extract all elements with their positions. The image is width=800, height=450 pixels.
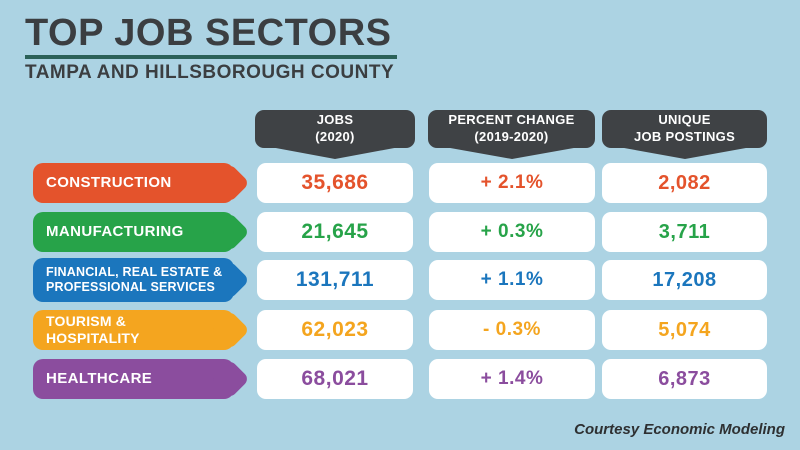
column-header-line2: JOB POSTINGS [633, 129, 736, 144]
jobs-value: 62,023 [257, 310, 413, 350]
sector-label: HEALTHCARE [33, 359, 234, 399]
column-header-unique-postings: UNIQUE JOB POSTINGS [602, 110, 767, 148]
page-subtitle: TAMPA AND HILLSBOROUGH COUNTY [25, 62, 395, 83]
sector-label: CONSTRUCTION [33, 163, 234, 203]
sector-name-line: FINANCIAL, REAL ESTATE & [46, 265, 223, 280]
percent-change-value: - 0.3% [429, 310, 595, 350]
sector-name-line: HEALTHCARE [46, 370, 153, 388]
table-row-manufacturing: MANUFACTURING 21,645 + 0.3% 3,711 [0, 212, 800, 252]
jobs-value: 21,645 [257, 212, 413, 252]
percent-change-value: + 2.1% [429, 163, 595, 203]
sector-name-line: CONSTRUCTION [46, 174, 172, 192]
title-underline [25, 55, 397, 59]
jobs-value: 131,711 [257, 260, 413, 300]
source-credit: Courtesy Economic Modeling [574, 421, 785, 438]
percent-change-value: + 0.3% [429, 212, 595, 252]
unique-postings-value: 3,711 [602, 212, 767, 252]
sector-label: FINANCIAL, REAL ESTATE & PROFESSIONAL SE… [33, 258, 234, 302]
column-header-line2: (2019-2020) [474, 129, 549, 144]
unique-postings-value: 5,074 [602, 310, 767, 350]
unique-postings-value: 2,082 [602, 163, 767, 203]
table-row-healthcare: HEALTHCARE 68,021 + 1.4% 6,873 [0, 359, 800, 399]
table-row-financial: FINANCIAL, REAL ESTATE & PROFESSIONAL SE… [0, 258, 800, 302]
sector-name-line: HOSPITALITY [46, 330, 140, 346]
jobs-value: 35,686 [257, 163, 413, 203]
column-header-line1: PERCENT CHANGE [448, 112, 575, 128]
column-header-line1: UNIQUE [658, 112, 711, 128]
column-header-line2: (2020) [315, 129, 355, 144]
table-row-construction: CONSTRUCTION 35,686 + 2.1% 2,082 [0, 163, 800, 203]
unique-postings-value: 6,873 [602, 359, 767, 399]
sector-label: MANUFACTURING [33, 212, 234, 252]
percent-change-value: + 1.4% [429, 359, 595, 399]
jobs-value: 68,021 [257, 359, 413, 399]
sector-label: TOURISM & HOSPITALITY [33, 310, 234, 350]
sector-name-line: MANUFACTURING [46, 223, 184, 241]
page-title: TOP JOB SECTORS [25, 12, 392, 54]
sector-name-line: PROFESSIONAL SERVICES [46, 280, 216, 294]
sector-name-line: TOURISM & [46, 313, 127, 330]
column-header-jobs: JOBS (2020) [255, 110, 415, 148]
unique-postings-value: 17,208 [602, 260, 767, 300]
column-header-line1: JOBS [316, 112, 354, 128]
column-header-percent-change: PERCENT CHANGE (2019-2020) [428, 110, 595, 148]
percent-change-value: + 1.1% [429, 260, 595, 300]
table-row-tourism: TOURISM & HOSPITALITY 62,023 - 0.3% 5,07… [0, 310, 800, 350]
